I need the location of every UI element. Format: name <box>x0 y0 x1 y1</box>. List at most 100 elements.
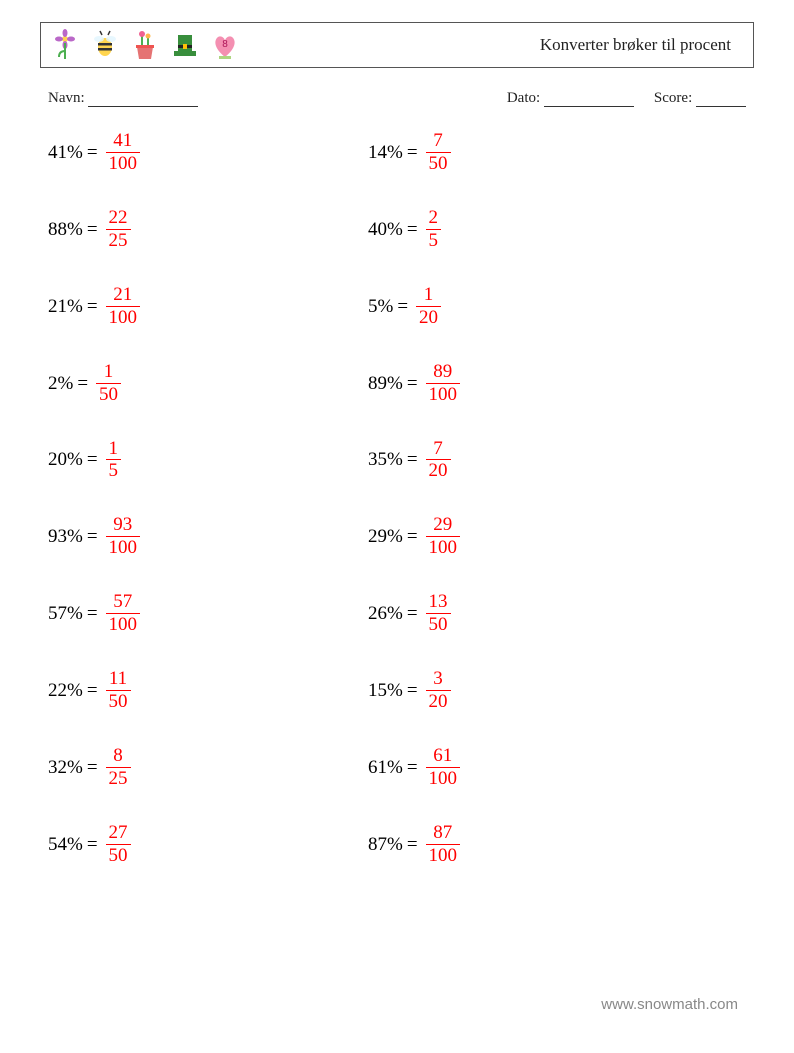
problem-row: 32%=825 <box>48 746 368 789</box>
fraction-numerator: 7 <box>430 131 446 151</box>
fraction-answer: 61100 <box>426 746 461 789</box>
fraction-denominator: 100 <box>106 538 141 558</box>
percent-value: 29% <box>368 527 403 546</box>
fraction-denominator: 25 <box>106 769 131 789</box>
fraction-numerator: 41 <box>110 131 135 151</box>
fraction-numerator: 57 <box>110 592 135 612</box>
fraction-denominator: 5 <box>426 231 442 251</box>
fraction-denominator: 50 <box>96 385 121 405</box>
equals-sign: = <box>77 374 88 393</box>
percent-value: 26% <box>368 604 403 623</box>
equals-sign: = <box>407 681 418 700</box>
info-right: Dato: Score: <box>507 90 746 107</box>
fraction-numerator: 1 <box>421 285 437 305</box>
fraction-answer: 15 <box>106 439 122 482</box>
equals-sign: = <box>87 143 98 162</box>
fraction-numerator: 29 <box>430 515 455 535</box>
fraction-answer: 825 <box>106 746 131 789</box>
percent-value: 41% <box>48 143 83 162</box>
fraction-answer: 89100 <box>426 362 461 405</box>
problem-row: 93%=93100 <box>48 515 368 558</box>
equals-sign: = <box>87 835 98 854</box>
fraction-denominator: 100 <box>106 154 141 174</box>
equals-sign: = <box>87 450 98 469</box>
fraction-answer: 720 <box>426 439 451 482</box>
equals-sign: = <box>407 604 418 623</box>
date-underline <box>544 93 634 107</box>
fraction-denominator: 100 <box>106 308 141 328</box>
fraction-answer: 320 <box>426 669 451 712</box>
equals-sign: = <box>87 527 98 546</box>
equals-sign: = <box>87 604 98 623</box>
fraction-denominator: 100 <box>426 846 461 866</box>
fraction-numerator: 11 <box>106 669 130 689</box>
percent-value: 35% <box>368 450 403 469</box>
fraction-numerator: 3 <box>430 669 446 689</box>
problem-row: 2%=150 <box>48 362 368 405</box>
problem-row: 87%=87100 <box>368 823 688 866</box>
equals-sign: = <box>397 297 408 316</box>
percent-value: 93% <box>48 527 83 546</box>
fraction-denominator: 5 <box>106 461 122 481</box>
percent-value: 88% <box>48 220 83 239</box>
problem-row: 21%=21100 <box>48 285 368 328</box>
fraction-numerator: 87 <box>430 823 455 843</box>
percent-value: 15% <box>368 681 403 700</box>
fraction-denominator: 50 <box>426 154 451 174</box>
problem-row: 20%=15 <box>48 439 368 482</box>
fraction-denominator: 100 <box>426 385 461 405</box>
problem-row: 41%=41100 <box>48 131 368 174</box>
fraction-answer: 120 <box>416 285 441 328</box>
date-label: Dato: <box>507 90 540 106</box>
percent-value: 89% <box>368 374 403 393</box>
percent-value: 22% <box>48 681 83 700</box>
fraction-denominator: 100 <box>106 615 141 635</box>
fraction-denominator: 25 <box>106 231 131 251</box>
problem-row: 40%=25 <box>368 208 688 251</box>
fraction-numerator: 93 <box>110 515 135 535</box>
fraction-answer: 150 <box>96 362 121 405</box>
fraction-answer: 87100 <box>426 823 461 866</box>
problem-row: 22%=1150 <box>48 669 368 712</box>
header-icons-group: 8 <box>49 29 241 61</box>
fraction-answer: 57100 <box>106 592 141 635</box>
fraction-answer: 93100 <box>106 515 141 558</box>
problem-row: 15%= 320 <box>368 669 688 712</box>
svg-text:8: 8 <box>222 39 228 50</box>
fraction-answer: 29100 <box>426 515 461 558</box>
fraction-answer: 750 <box>426 131 451 174</box>
name-underline <box>88 93 198 107</box>
problem-row: 26%= 1350 <box>368 592 688 635</box>
fraction-answer: 2750 <box>106 823 131 866</box>
equals-sign: = <box>407 450 418 469</box>
name-field: Navn: <box>48 90 198 107</box>
problem-row: 5%= 120 <box>368 285 688 328</box>
name-label: Navn: <box>48 90 85 106</box>
percent-value: 5% <box>368 297 393 316</box>
problem-row: 35%= 720 <box>368 439 688 482</box>
fraction-numerator: 1 <box>106 439 122 459</box>
fraction-numerator: 89 <box>430 362 455 382</box>
bee-icon <box>89 29 121 61</box>
percent-value: 87% <box>368 835 403 854</box>
fraction-numerator: 8 <box>110 746 126 766</box>
fraction-numerator: 27 <box>106 823 131 843</box>
fraction-answer: 41100 <box>106 131 141 174</box>
equals-sign: = <box>407 143 418 162</box>
equals-sign: = <box>87 758 98 777</box>
fraction-numerator: 61 <box>430 746 455 766</box>
score-field: Score: <box>654 90 746 107</box>
worksheet-title: Konverter brøker til procent <box>540 35 731 55</box>
fraction-denominator: 20 <box>426 461 451 481</box>
problem-row: 29%=29100 <box>368 515 688 558</box>
problem-row: 14%=750 <box>368 131 688 174</box>
percent-value: 40% <box>368 220 403 239</box>
header-box: 8 Konverter brøker til procent <box>40 22 754 68</box>
fraction-numerator: 2 <box>426 208 442 228</box>
footer-url: www.snowmath.com <box>601 996 738 1013</box>
equals-sign: = <box>87 681 98 700</box>
worksheet-page: 8 Konverter brøker til procent Navn: Dat… <box>0 0 794 1053</box>
fraction-answer: 1350 <box>426 592 451 635</box>
fraction-denominator: 100 <box>426 769 461 789</box>
equals-sign: = <box>87 220 98 239</box>
